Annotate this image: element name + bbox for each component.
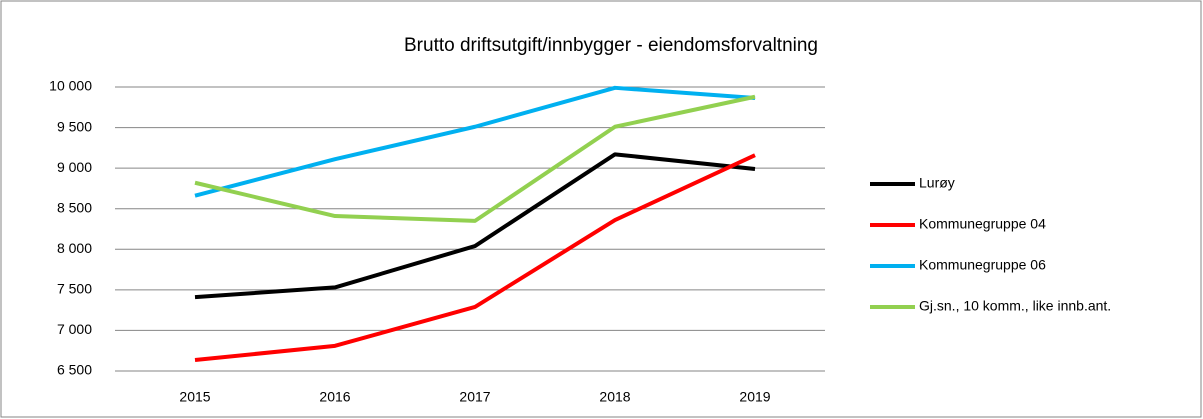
x-tick-label: 2019 [739, 389, 770, 405]
y-tick-label: 9 500 [57, 118, 92, 134]
legend-label: Gj.sn., 10 komm., like innb.ant. [919, 298, 1111, 314]
y-tick-label: 9 000 [57, 159, 92, 175]
series-line [194, 153, 756, 363]
series-line [194, 85, 756, 198]
legend-label: Kommunegruppe 04 [919, 216, 1046, 232]
y-tick-label: 7 000 [57, 321, 92, 337]
x-tick-label: 2015 [179, 389, 210, 405]
y-tick-label: 6 500 [57, 362, 92, 378]
chart-title: Brutto driftsutgift/innbygger - eiendoms… [404, 35, 818, 56]
x-tick-label: 2017 [459, 389, 490, 405]
y-tick-label: 10 000 [49, 78, 92, 94]
legend-label: Lurøy [919, 175, 955, 191]
y-tick-label: 8 500 [57, 199, 92, 215]
x-tick-label: 2018 [599, 389, 630, 405]
series-line [194, 94, 756, 223]
y-tick-label: 8 000 [57, 240, 92, 256]
legend-label: Kommunegruppe 06 [919, 257, 1046, 273]
y-tick-label: 7 500 [57, 281, 92, 297]
series-line [194, 152, 756, 300]
x-tick-label: 2016 [319, 389, 350, 405]
